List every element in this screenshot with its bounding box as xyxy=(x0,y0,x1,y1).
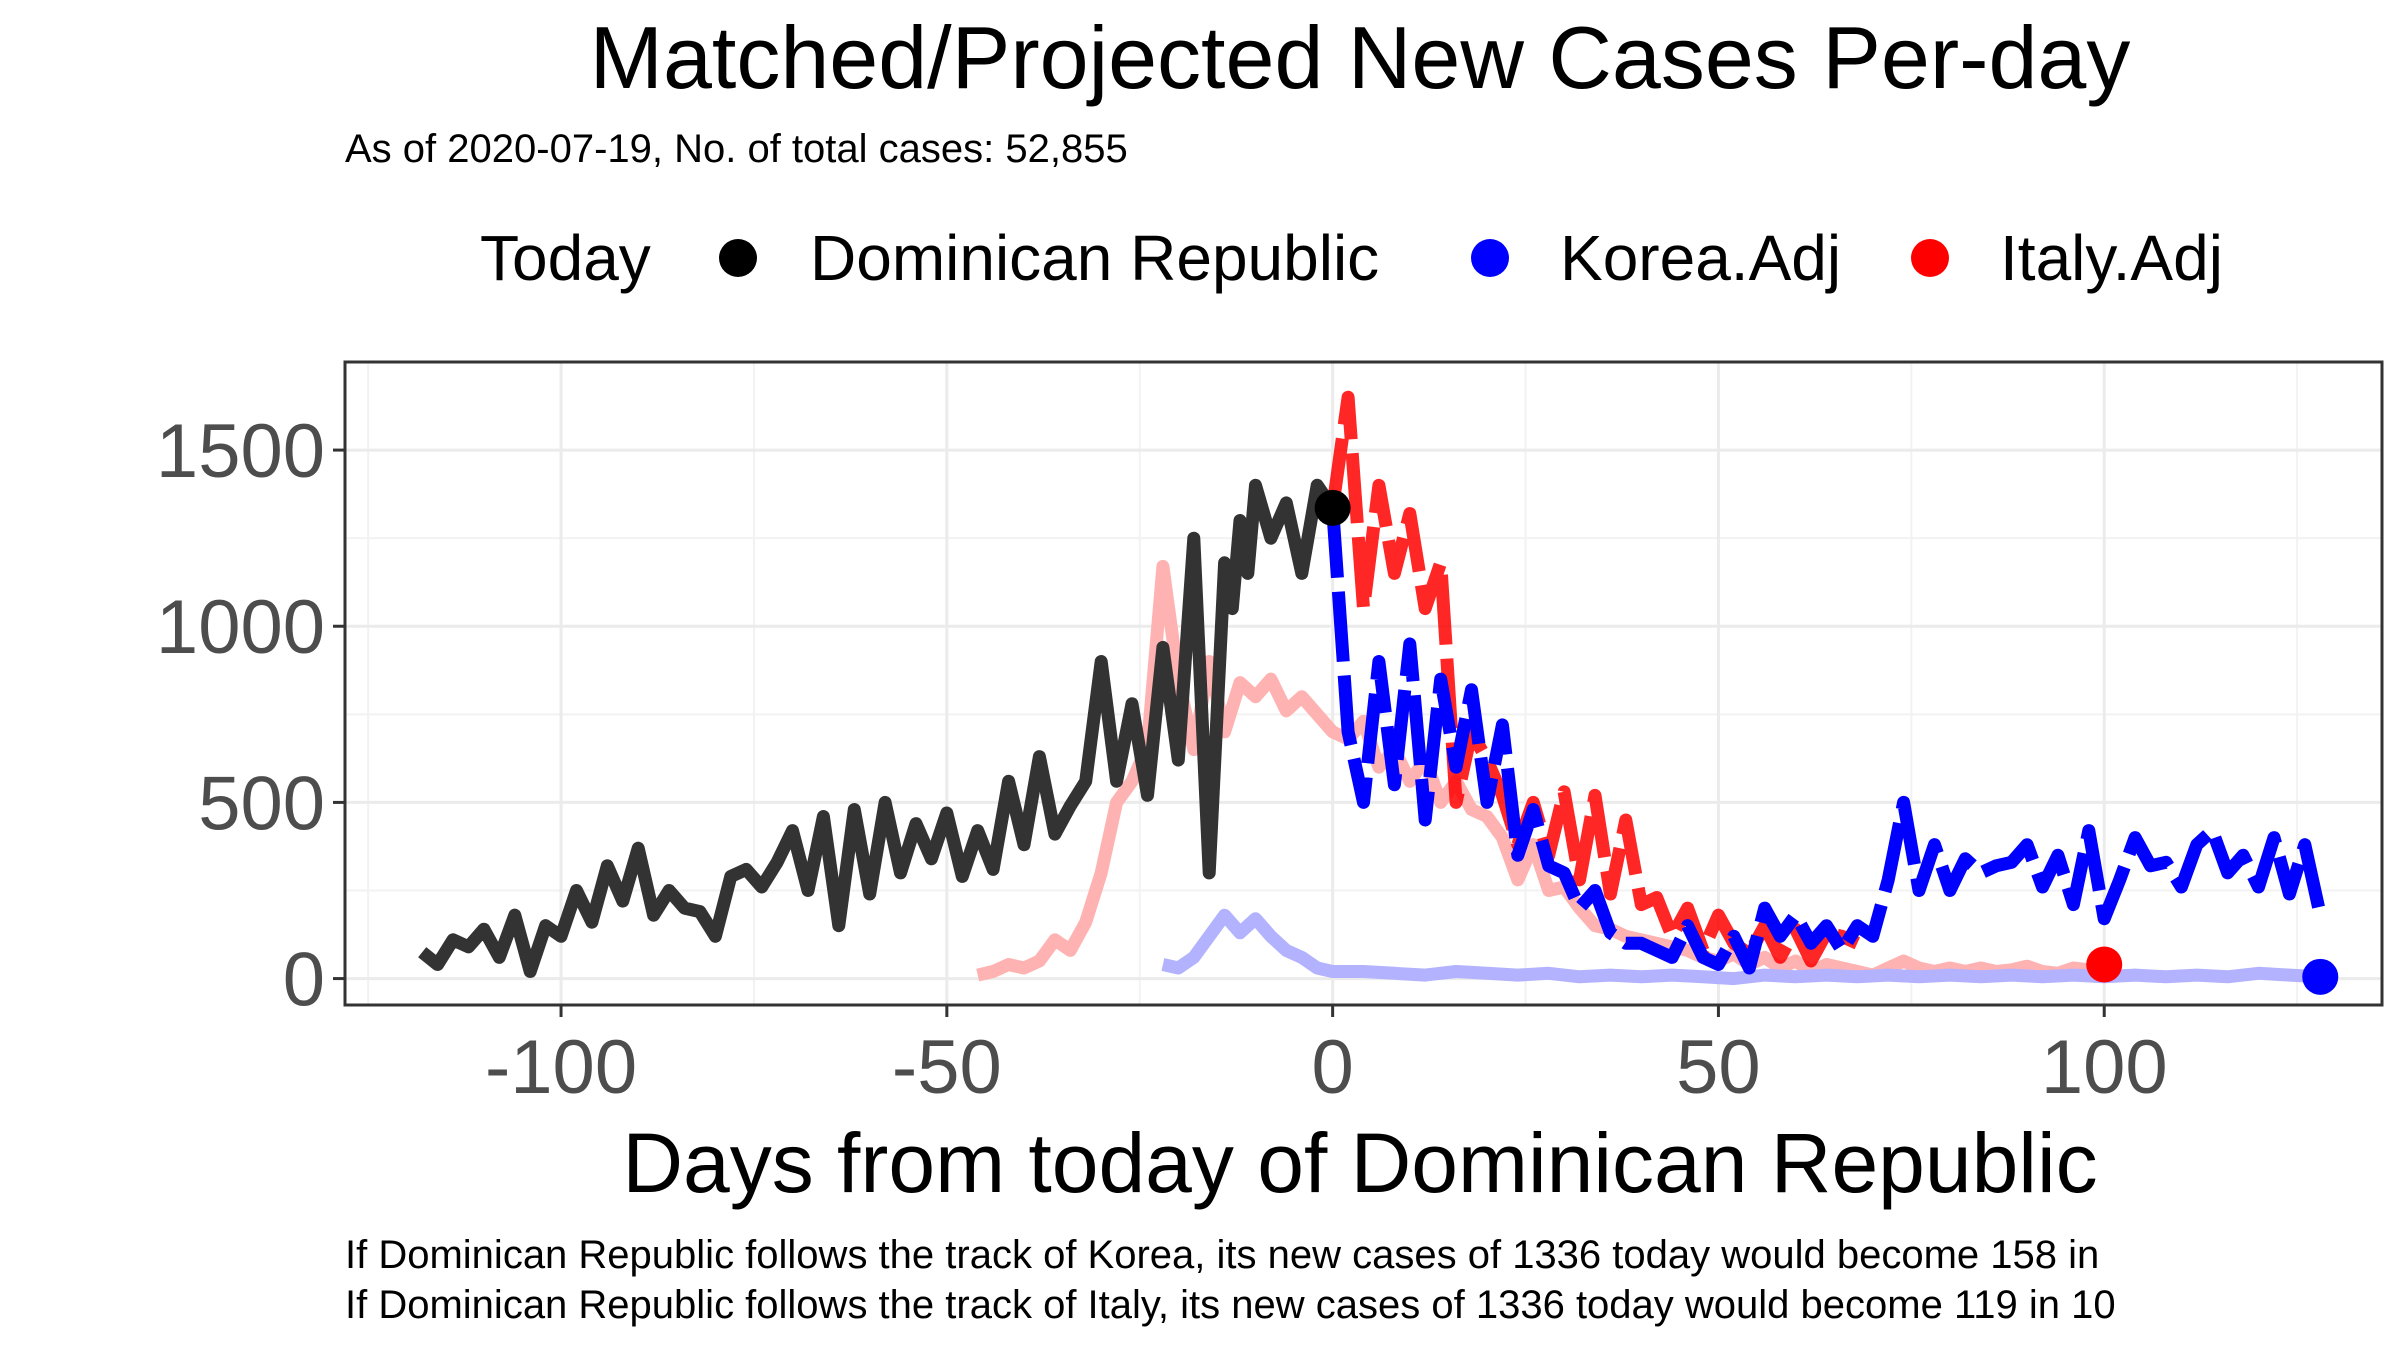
x-tick-label: -100 xyxy=(485,1025,637,1110)
x-tick-label: 50 xyxy=(1676,1025,1761,1110)
chart-subtitle: As of 2020-07-19, No. of total cases: 52… xyxy=(345,127,1128,171)
x-axis-title: Days from today of Dominican Republic xyxy=(622,1116,2097,1210)
today-point-0 xyxy=(1315,490,1351,526)
legend: Today Dominican Republic Korea.Adj Italy… xyxy=(480,222,2223,294)
legend-key-korea-adj xyxy=(1471,239,1509,277)
legend-label-korea-adj: Korea.Adj xyxy=(1560,222,1841,294)
y-tick-label: 500 xyxy=(198,761,325,846)
today-point-2 xyxy=(2302,959,2338,995)
legend-key-italy-adj xyxy=(1911,239,1949,277)
legend-key-dominican-republic xyxy=(719,239,757,277)
legend-label-dominican-republic: Dominican Republic xyxy=(810,222,1379,294)
today-point-1 xyxy=(2086,946,2122,982)
y-tick-label: 1000 xyxy=(156,585,325,670)
x-tick-label: -50 xyxy=(892,1025,1002,1110)
y-tick-label: 1500 xyxy=(156,409,325,494)
y-tick-label: 0 xyxy=(283,938,325,1023)
chart-title: Matched/Projected New Cases Per-day xyxy=(590,8,2131,107)
caption-korea: If Dominican Republic follows the track … xyxy=(345,1233,2099,1277)
legend-label-italy-adj: Italy.Adj xyxy=(2000,222,2223,294)
series-line-korea-adj xyxy=(1333,508,2321,968)
caption-italy: If Dominican Republic follows the track … xyxy=(345,1283,2116,1327)
x-tick-label: 0 xyxy=(1311,1025,1353,1110)
legend-title: Today xyxy=(480,222,651,294)
x-tick-label: 100 xyxy=(2041,1025,2168,1110)
